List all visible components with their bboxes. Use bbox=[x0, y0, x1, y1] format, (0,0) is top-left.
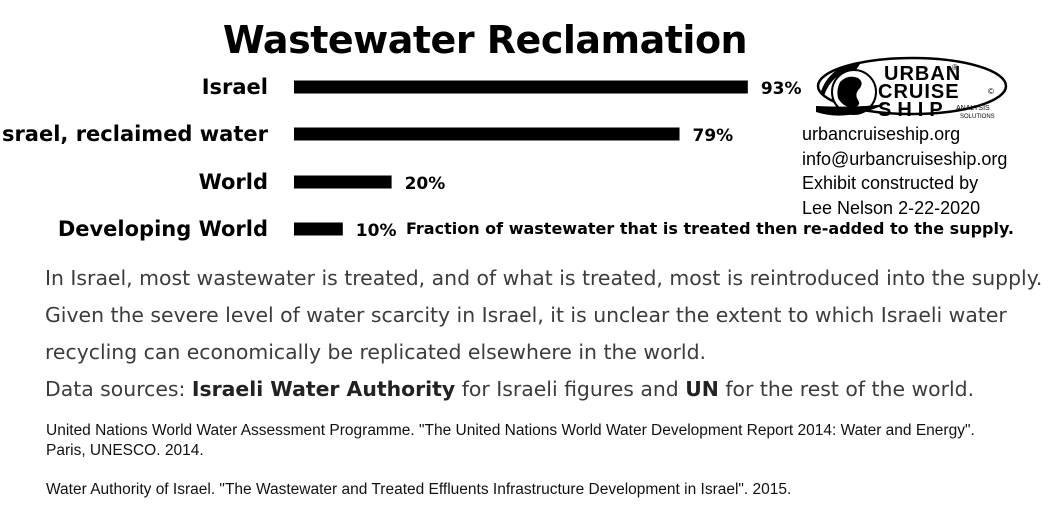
bar bbox=[294, 80, 748, 94]
bar bbox=[294, 127, 680, 141]
globe-ship-icon bbox=[816, 56, 1008, 116]
logo-copy-mark: © bbox=[988, 87, 994, 96]
sources-mid: for Israeli figures and bbox=[455, 377, 686, 401]
reference-1: United Nations World Water Assessment Pr… bbox=[46, 422, 975, 459]
sources-prefix: Data sources: bbox=[45, 377, 192, 401]
chart-annotation: Fraction of wastewater that is treated t… bbox=[406, 219, 1014, 238]
source-israel: Israeli Water Authority bbox=[191, 377, 456, 401]
website-link[interactable]: urbancruiseship.org bbox=[802, 124, 961, 144]
description-paragraph: In Israel, most wastewater is treated, a… bbox=[45, 266, 1043, 364]
reference-2: Water Authority of Israel. "The Wastewat… bbox=[46, 481, 792, 498]
category-label: Israel bbox=[202, 75, 268, 99]
chart-title: Wastewater Reclamation bbox=[222, 18, 748, 62]
value-label: 79% bbox=[693, 126, 734, 146]
logo-line-ship: SHIP bbox=[878, 99, 949, 121]
urban-cruise-ship-logo: URBAN CRUISE SHIP ® © ANALYSIS SOLUTIONS bbox=[816, 56, 1008, 121]
logo-reg-mark: ® bbox=[952, 63, 958, 72]
value-label: 93% bbox=[761, 79, 802, 99]
value-label: 10% bbox=[356, 221, 397, 241]
bar bbox=[294, 222, 343, 236]
value-label: 20% bbox=[405, 174, 446, 194]
logo-line-cruise: CRUISE bbox=[878, 81, 960, 103]
credit-line-1: Exhibit constructed by bbox=[802, 173, 979, 193]
bar-chart: Israel 93% Israel, reclaimed water 79% World… bbox=[0, 75, 802, 241]
category-label: Israel, reclaimed water bbox=[0, 122, 269, 146]
category-label: Developing World bbox=[58, 217, 268, 241]
logo-small-solutions: SOLUTIONS bbox=[960, 114, 995, 120]
logo-small-analysis: ANALYSIS bbox=[956, 105, 990, 112]
email-link[interactable]: info@urbancruiseship.org bbox=[802, 148, 1008, 169]
credit-line-2: Lee Nelson 2-22-2020 bbox=[802, 197, 981, 218]
category-label: World bbox=[199, 170, 268, 194]
contact-info: urbancruiseship.org info@urbancruiseship… bbox=[802, 122, 1007, 220]
logo-line-urban: URBAN bbox=[884, 63, 961, 85]
source-un: UN bbox=[685, 377, 719, 401]
bar bbox=[294, 175, 392, 189]
sources-suffix: for the rest of the world. bbox=[718, 377, 975, 401]
description: In Israel, most wastewater is treated, a… bbox=[45, 260, 1045, 408]
